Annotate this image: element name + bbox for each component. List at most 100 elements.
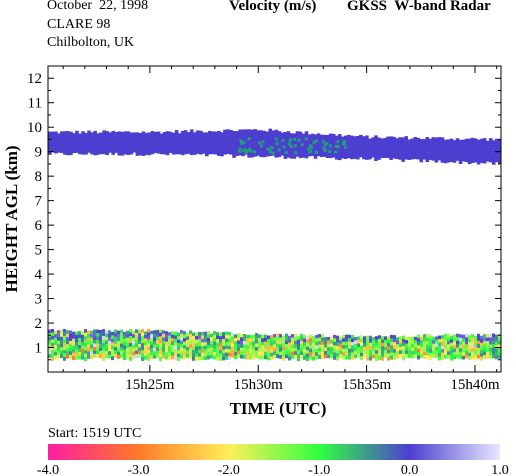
low-layer-cell	[318, 355, 321, 359]
low-layer-cell	[390, 352, 393, 357]
upper-layer-column	[392, 136, 396, 159]
low-layer-cell	[237, 340, 240, 345]
low-layer-cell	[234, 348, 237, 353]
low-layer-cell	[330, 353, 333, 358]
low-layer-cell	[177, 350, 180, 354]
low-layer-cell	[72, 342, 75, 346]
low-layer-cell	[111, 331, 114, 336]
low-layer-cell	[219, 353, 222, 358]
low-layer-cell	[60, 343, 63, 348]
low-layer-cell	[486, 334, 489, 338]
low-layer-cell	[177, 357, 180, 361]
low-layer-cell	[90, 330, 93, 335]
low-layer-cell	[426, 337, 429, 342]
low-layer-cell	[264, 337, 267, 342]
low-layer-cell	[483, 355, 486, 359]
low-layer-cell	[375, 336, 378, 340]
low-layer-cell	[288, 356, 291, 361]
upper-layer-column	[54, 131, 58, 154]
low-layer-cell	[273, 344, 276, 349]
low-layer-cell	[306, 336, 309, 340]
low-layer-cell	[93, 339, 96, 344]
upper-layer-column	[479, 138, 484, 163]
low-layer-cell	[189, 347, 192, 352]
low-layer-cell	[471, 337, 474, 342]
low-layer-cell	[498, 337, 501, 342]
low-layer-cell	[126, 348, 129, 353]
low-layer-cell	[324, 340, 327, 345]
upper-layer-column	[313, 134, 318, 159]
low-layer-cell	[54, 330, 57, 335]
upper-layer-cell	[329, 144, 333, 148]
low-layer-cell	[204, 352, 207, 357]
upper-layer-cell	[249, 149, 253, 153]
y-tick-label: 9	[35, 145, 43, 161]
low-layer-cell	[75, 349, 78, 353]
low-layer-cell	[273, 340, 276, 345]
low-layer-cell	[438, 342, 441, 347]
low-layer-cell	[63, 332, 66, 337]
low-layer-cell	[210, 347, 213, 352]
upper-layer-column	[183, 130, 188, 155]
low-layer-cell	[363, 339, 366, 344]
low-layer-cell	[48, 343, 51, 348]
low-layer-cell	[219, 339, 222, 344]
low-layer-cell	[351, 338, 354, 343]
low-layer-cell	[450, 353, 453, 358]
low-layer-cell	[75, 356, 78, 360]
low-layer-cell	[384, 350, 387, 355]
upper-layer-cell	[243, 148, 247, 152]
low-layer-cell	[222, 356, 225, 361]
low-layer-cell	[102, 332, 105, 337]
low-layer-cell	[150, 351, 153, 356]
low-layer-cell	[135, 329, 138, 334]
low-layer-cell	[132, 330, 135, 335]
x-axis-title: TIME (UTC)	[230, 399, 327, 418]
low-layer-cell	[270, 338, 273, 343]
low-layer-cell	[189, 330, 192, 335]
low-layer-cell	[369, 353, 372, 357]
low-layer-cell	[138, 343, 141, 348]
low-layer-cell	[285, 344, 288, 348]
low-layer-cell	[492, 347, 495, 352]
low-layer-cell	[255, 350, 258, 355]
low-layer-cell	[261, 334, 264, 339]
low-layer-cell	[258, 348, 261, 353]
low-layer-cell	[294, 347, 297, 352]
low-layer-cell	[444, 351, 447, 356]
low-layer-cell	[393, 352, 396, 357]
low-layer-cell	[180, 354, 183, 359]
low-layer-cell	[231, 336, 234, 341]
upper-layer-column	[340, 136, 345, 159]
low-layer-cell	[111, 352, 114, 357]
low-layer-cell	[180, 333, 183, 338]
low-layer-cell	[447, 337, 450, 342]
upper-layer-cell	[269, 150, 273, 154]
low-layer-cell	[150, 334, 153, 339]
low-layer-cell	[150, 337, 153, 342]
low-layer-cell	[354, 336, 357, 341]
low-layer-cell	[435, 336, 438, 341]
low-layer-cell	[396, 337, 399, 342]
low-layer-cell	[189, 340, 192, 345]
y-tick-label: 4	[35, 267, 43, 283]
low-layer-cell	[291, 341, 294, 345]
low-layer-cell	[282, 349, 285, 354]
low-layer-cell	[228, 331, 231, 336]
low-layer-cell	[336, 346, 339, 350]
low-layer-cell	[54, 341, 57, 346]
low-layer-cell	[93, 329, 96, 334]
low-layer-cell	[336, 349, 339, 354]
low-layer-cell	[399, 339, 402, 344]
x-tick-label: 15h25m	[125, 377, 175, 393]
low-layer-cell	[297, 353, 300, 358]
low-layer-cell	[231, 350, 234, 355]
low-layer-cell	[285, 340, 288, 345]
low-layer-cell	[51, 350, 54, 354]
y-tick-label: 8	[35, 169, 43, 185]
low-layer-cell	[72, 335, 75, 339]
low-layer-cell	[108, 333, 111, 338]
low-layer-cell	[51, 332, 54, 337]
low-layer-cell	[288, 346, 291, 350]
low-layer-cell	[417, 345, 420, 349]
